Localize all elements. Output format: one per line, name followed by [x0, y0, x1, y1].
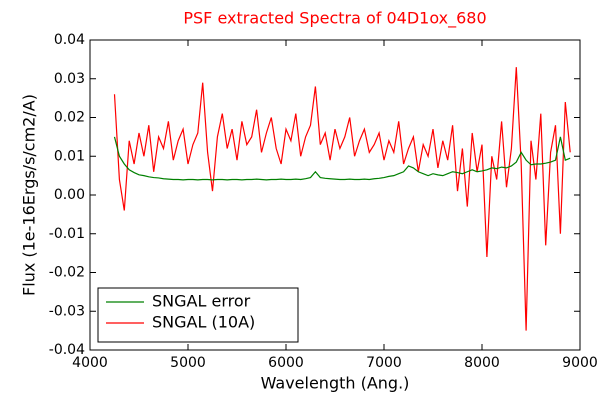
- y-tick-label: 0.02: [54, 110, 85, 126]
- y-tick-label: 0.01: [54, 148, 85, 164]
- legend-label: SNGAL (10A): [152, 313, 255, 332]
- x-tick-label: 8000: [464, 355, 500, 371]
- y-tick-label: 0.00: [54, 187, 85, 203]
- chart-title: PSF extracted Spectra of 04D1ox_680: [183, 9, 486, 29]
- legend-label: SNGAL error: [152, 292, 251, 311]
- y-tick-label: -0.04: [49, 342, 85, 358]
- series-line: [113, 136, 571, 181]
- x-tick-label: 7000: [366, 355, 402, 371]
- y-tick-label: 0.03: [54, 71, 85, 87]
- y-tick-label: -0.03: [49, 303, 85, 319]
- x-tick-label: 4000: [72, 355, 108, 371]
- y-axis-label: Flux (1e-16Ergs/s/cm2/A): [20, 94, 39, 296]
- x-tick-label: 5000: [170, 355, 206, 371]
- x-axis-label: Wavelength (Ang.): [261, 374, 410, 393]
- y-tick-label: 0.04: [54, 32, 85, 48]
- x-tick-label: 9000: [562, 355, 598, 371]
- y-tick-label: -0.02: [49, 265, 85, 281]
- y-tick-label: -0.01: [49, 226, 85, 242]
- legend-box: [97, 287, 299, 343]
- x-tick-label: 6000: [268, 355, 304, 371]
